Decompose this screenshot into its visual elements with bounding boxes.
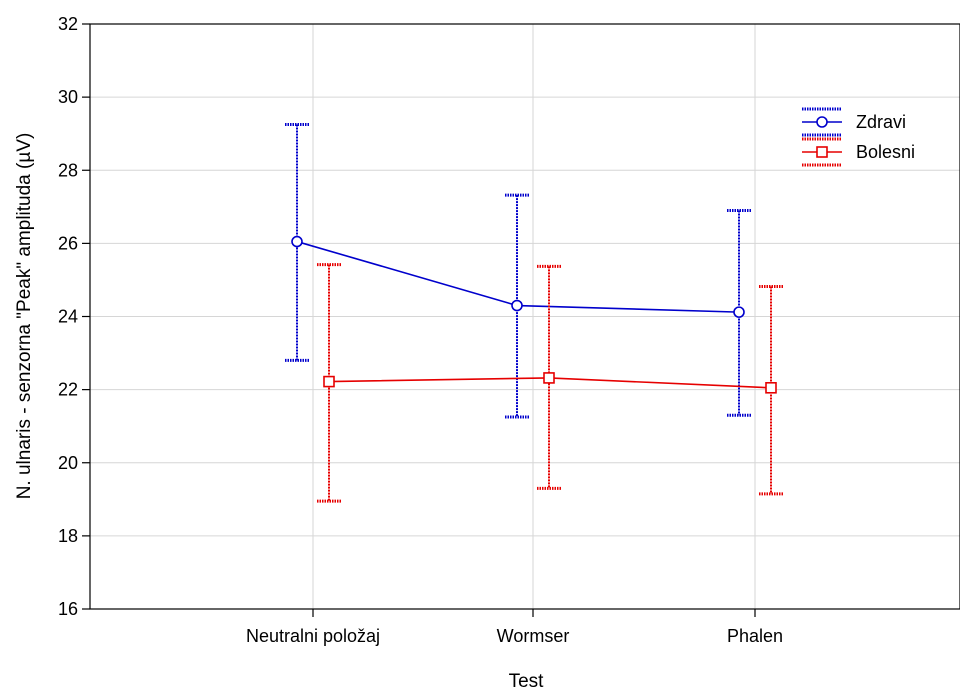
y-axis-label: N. ulnaris - senzorna "Peak" amplituda (… [14,133,35,500]
y-tick-label: 16 [58,599,78,619]
x-tick-label: Wormser [497,626,570,646]
y-tick-label: 22 [58,380,78,400]
legend-marker [816,146,828,158]
y-axis: 16 18 20 22 24 26 28 30 32 [58,14,90,619]
legend-label: Bolesni [856,142,915,162]
series-bolesni [317,263,783,503]
y-tick-label: 24 [58,307,78,327]
legend-label: Zdravi [856,112,906,132]
y-tick-label: 18 [58,526,78,546]
y-tick-label: 30 [58,87,78,107]
y-tick-label: 32 [58,14,78,34]
x-tick-label: Phalen [727,626,783,646]
x-tick-label: Neutralni položaj [246,626,380,646]
data-point [291,235,303,248]
legend: Zdravi Bolesni [802,107,915,167]
series-layer [285,123,783,503]
y-tick-label: 20 [58,453,78,473]
y-tick-label: 26 [58,233,78,253]
series-zdravi [285,123,751,419]
y-tick-label: 28 [58,160,78,180]
legend-item-zdravi: Zdravi [802,107,906,137]
data-point [543,372,555,384]
legend-item-bolesni: Bolesni [802,137,915,167]
x-axis: Neutralni položaj Wormser Phalen [246,609,783,646]
x-axis-label: Test [509,671,545,691]
grid-layer [90,24,960,609]
data-point [765,381,777,394]
data-point [733,306,745,318]
data-point [323,375,335,388]
data-point [511,299,523,312]
legend-marker [816,116,828,128]
